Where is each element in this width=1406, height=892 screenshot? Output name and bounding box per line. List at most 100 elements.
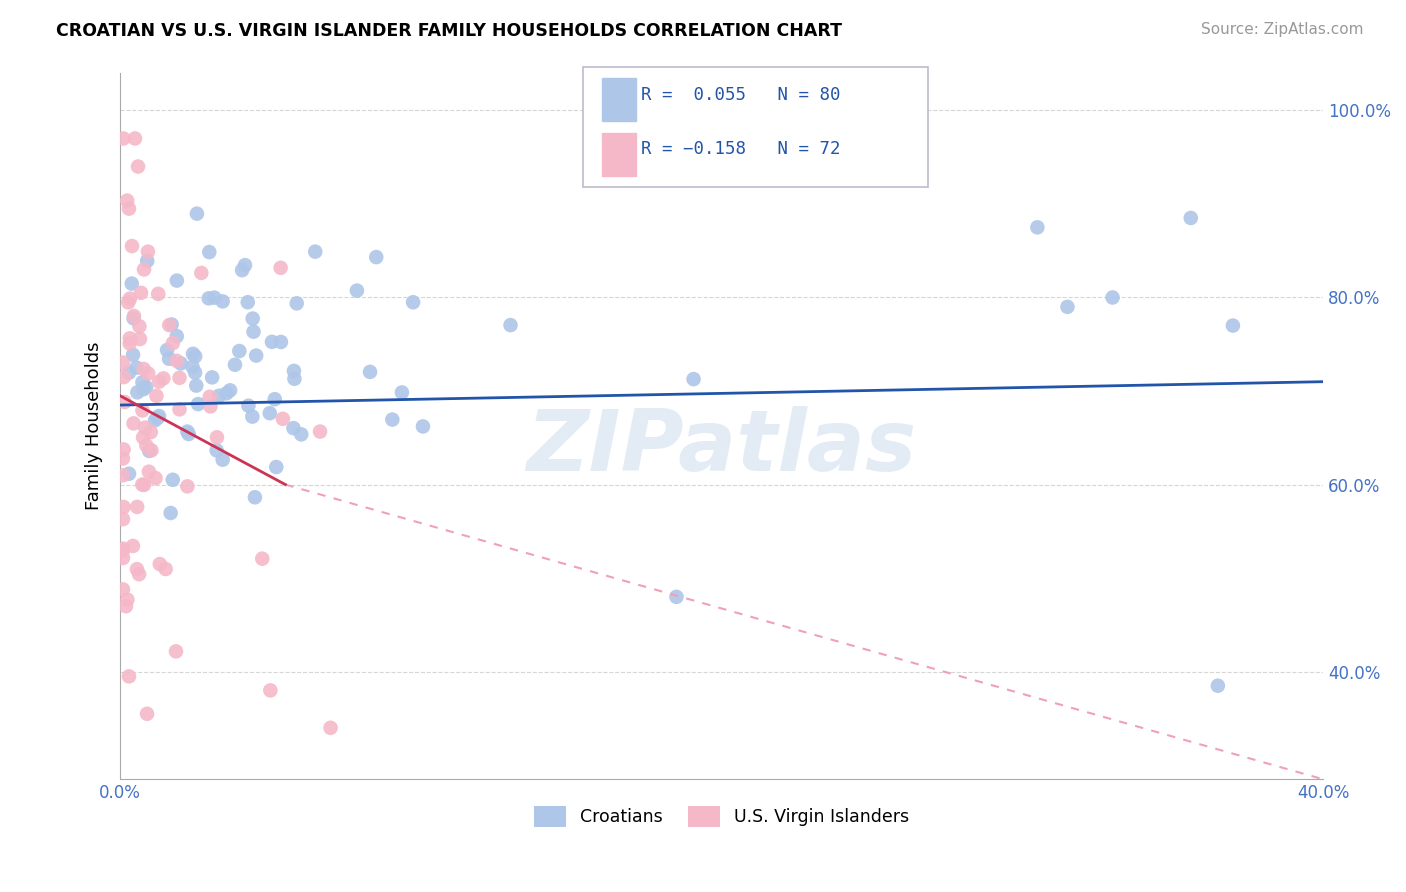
Point (145, 471, 167, 485)
Point (132, 262, 155, 277)
Point (148, 286, 170, 301)
Point (134, 420, 156, 434)
Point (162, 473, 184, 487)
Point (135, 439, 157, 453)
Point (260, 334, 283, 349)
Point (242, 311, 264, 326)
Point (122, 417, 145, 431)
Point (166, 274, 188, 288)
Point (155, 562, 177, 576)
Point (665, 590, 688, 604)
Point (136, 367, 159, 381)
Point (132, 362, 155, 376)
Point (381, 412, 404, 426)
Point (682, 372, 704, 386)
Point (304, 244, 326, 259)
Point (201, 370, 224, 384)
Point (198, 390, 221, 404)
Point (129, 285, 152, 300)
Point (152, 371, 174, 385)
Point (187, 397, 209, 411)
Point (114, 395, 136, 409)
Point (177, 427, 200, 442)
Point (271, 412, 294, 426)
Point (118, 669, 141, 683)
Point (132, 430, 155, 444)
Point (231, 263, 253, 277)
Point (122, 311, 145, 326)
Point (391, 385, 413, 400)
Point (190, 266, 212, 280)
Point (259, 406, 281, 420)
Point (112, 442, 135, 457)
Point (131, 403, 153, 417)
Point (186, 378, 208, 392)
Legend: Croatians, U.S. Virgin Islanders: Croatians, U.S. Virgin Islanders (527, 799, 915, 834)
Point (131, 477, 153, 491)
Point (159, 506, 181, 520)
Point (238, 399, 260, 413)
Point (197, 291, 219, 305)
Point (309, 425, 332, 439)
Point (127, 160, 149, 174)
Point (205, 430, 228, 444)
Point (264, 460, 287, 475)
Point (127, 385, 149, 400)
Point (176, 425, 198, 439)
Point (412, 419, 434, 434)
Point (166, 329, 188, 343)
Point (112, 370, 135, 384)
Point (125, 360, 148, 375)
Point (149, 557, 172, 571)
Text: ZIPatlas: ZIPatlas (526, 406, 917, 489)
Point (162, 336, 184, 351)
Text: R =  0.055   N = 80: R = 0.055 N = 80 (641, 86, 841, 103)
Point (211, 294, 233, 309)
Point (1101, 291, 1123, 305)
Point (186, 207, 208, 221)
Point (122, 348, 145, 362)
Point (111, 551, 134, 566)
Point (224, 358, 246, 372)
Point (359, 365, 381, 379)
Point (136, 253, 159, 268)
Point (122, 539, 145, 553)
Point (138, 465, 160, 479)
Point (202, 291, 225, 305)
Point (138, 444, 160, 458)
Point (118, 202, 141, 216)
Point (115, 194, 138, 208)
Point (118, 336, 141, 351)
Point (111, 541, 134, 556)
Point (181, 347, 204, 361)
Point (270, 334, 292, 349)
Text: CROATIAN VS U.S. VIRGIN ISLANDER FAMILY HOUSEHOLDS CORRELATION CHART: CROATIAN VS U.S. VIRGIN ISLANDER FAMILY … (56, 22, 842, 40)
Point (283, 421, 305, 435)
Point (132, 478, 155, 492)
Point (283, 372, 305, 386)
Point (111, 512, 134, 526)
Point (127, 500, 149, 514)
Y-axis label: Family Households: Family Households (86, 342, 103, 510)
Point (184, 366, 207, 380)
Point (115, 599, 138, 614)
Point (156, 343, 179, 357)
Point (176, 479, 198, 493)
Point (111, 451, 134, 466)
Point (165, 644, 187, 658)
Point (211, 452, 233, 467)
Point (240, 409, 263, 424)
Point (181, 359, 204, 374)
Point (118, 366, 141, 380)
Point (136, 706, 159, 721)
Point (242, 325, 264, 339)
Point (148, 409, 170, 423)
Point (166, 354, 188, 368)
Point (121, 277, 143, 291)
Point (157, 318, 180, 332)
Point (124, 131, 146, 145)
Point (169, 402, 191, 417)
Point (200, 400, 222, 414)
Text: R = −0.158   N = 72: R = −0.158 N = 72 (641, 140, 841, 159)
Point (128, 567, 150, 582)
